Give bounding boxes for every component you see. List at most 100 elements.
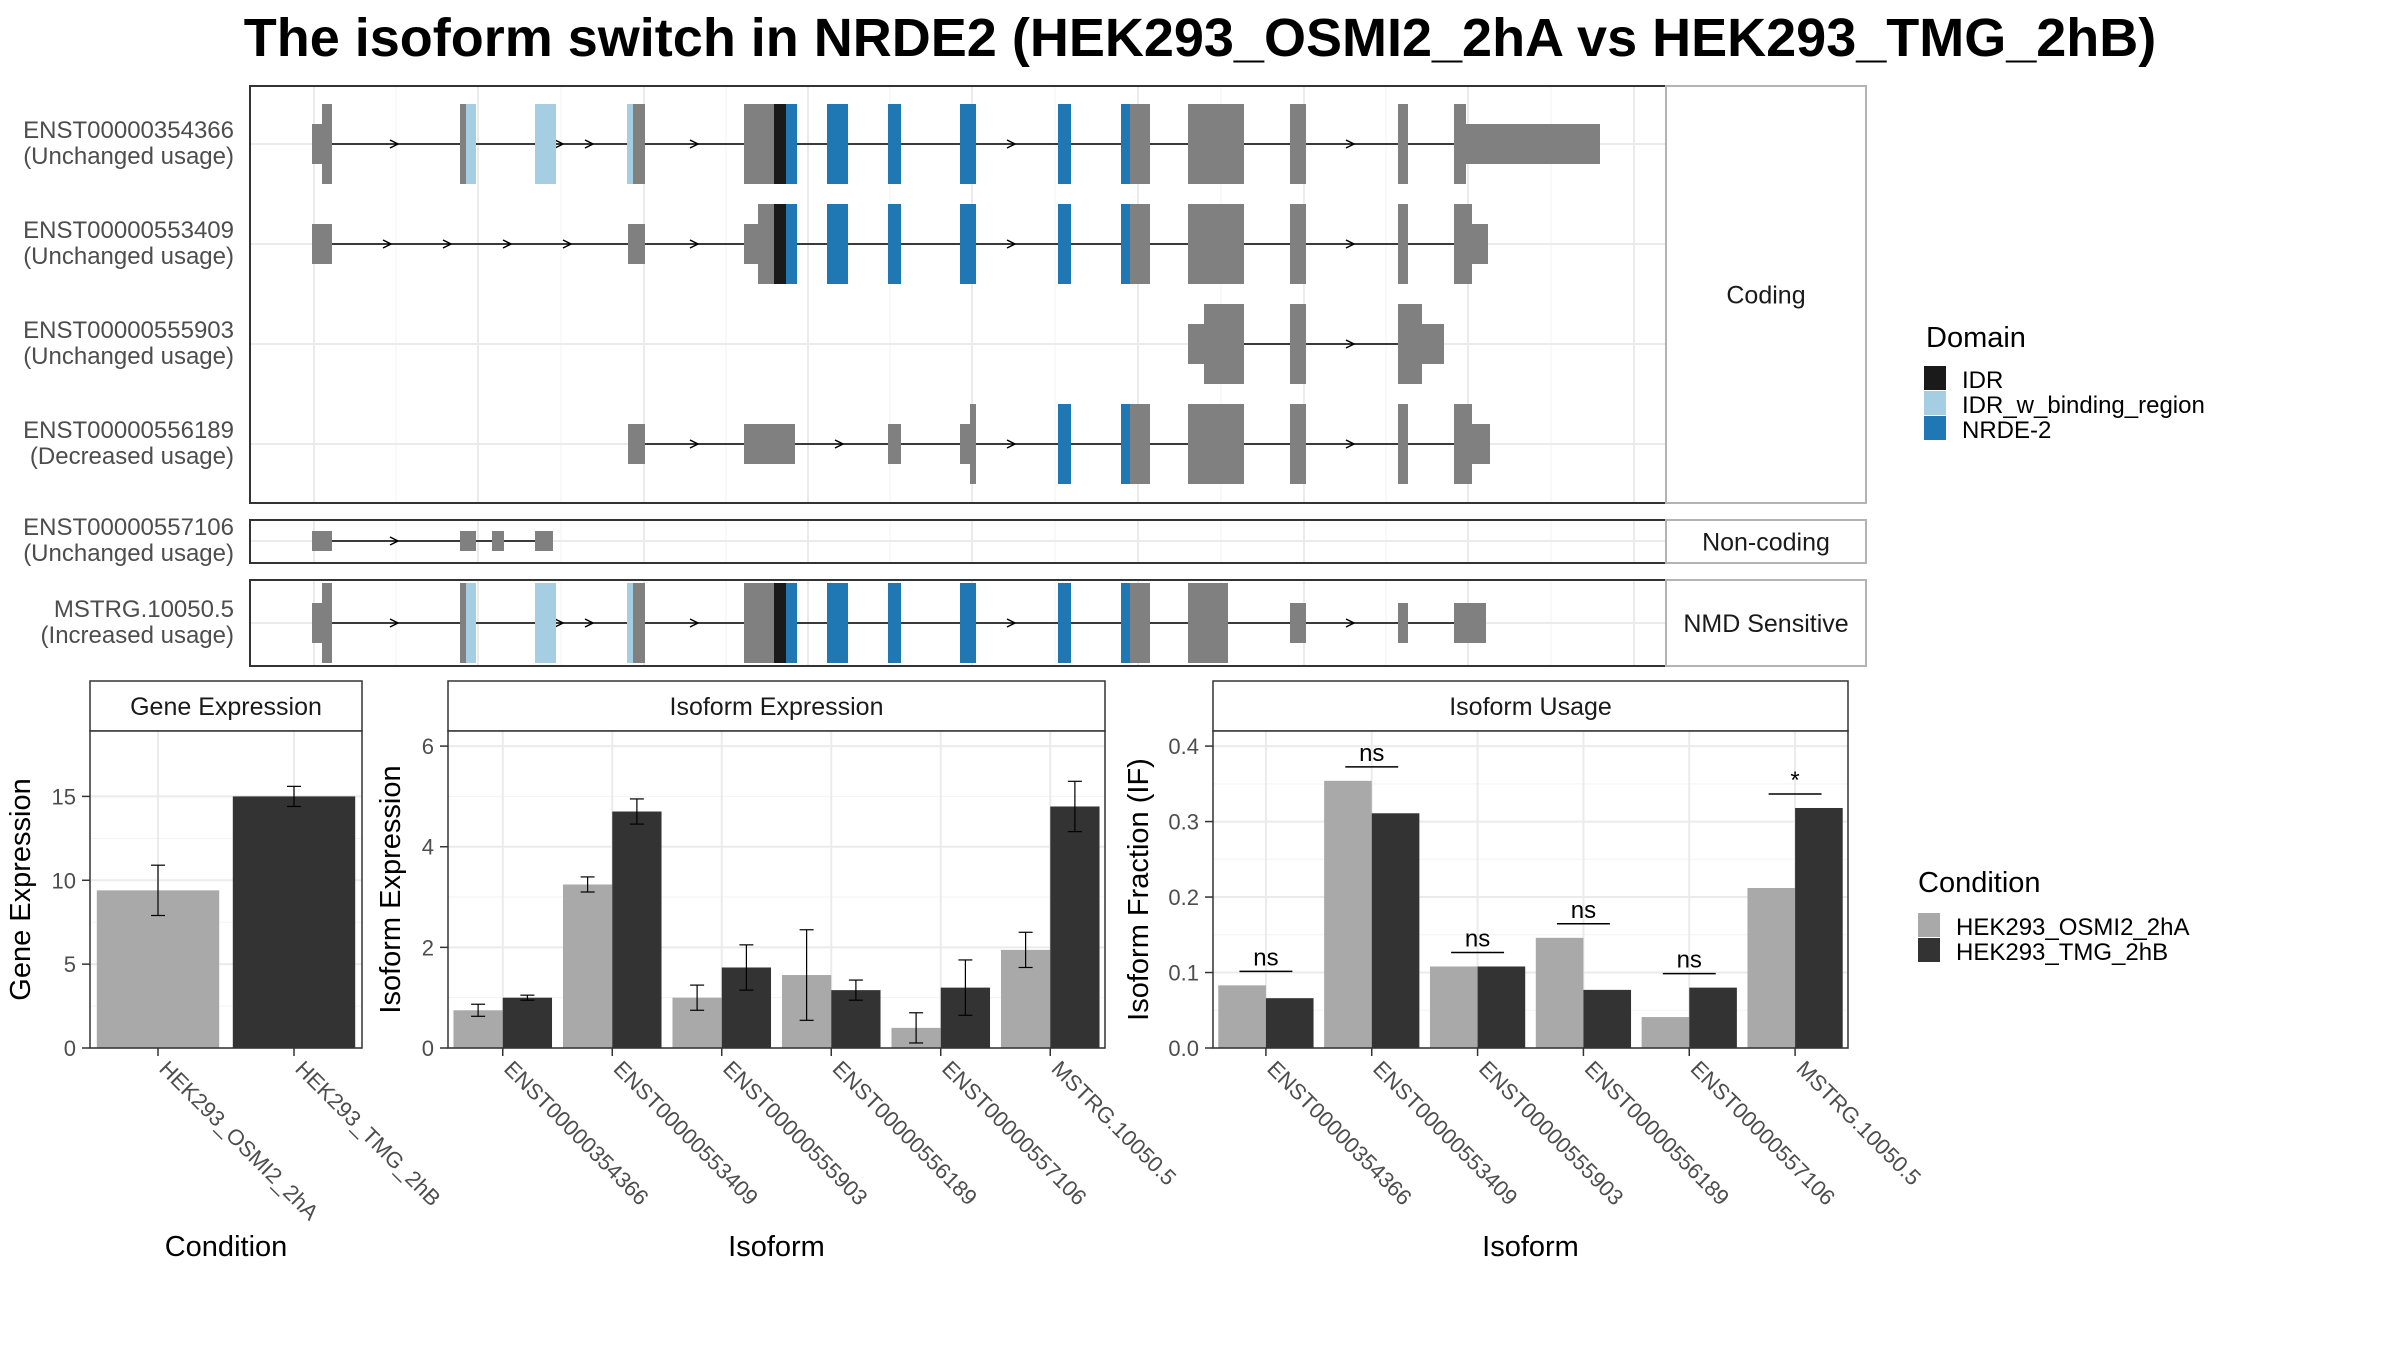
exon [786,583,797,663]
exon [1121,204,1130,284]
bar [1583,989,1632,1048]
condition-legend-title: Condition [1918,867,2041,899]
legend-swatch-nrde2 [1924,416,1946,440]
strand-arrow [1006,439,1017,449]
exon [1290,304,1306,384]
significance-label: ns [1359,740,1384,767]
y-tick-label: 0.1 [1168,961,1199,986]
exon [535,104,556,184]
strand-arrow [689,139,700,149]
transcript-id-label: ENST00000354366 [23,117,234,144]
y-tick-label: 15 [52,784,76,809]
strand-arrow [689,239,700,249]
legend-label-idr-w-binding-region: IDR_w_binding_region [1962,392,2205,419]
exon [535,583,556,663]
bar [232,796,356,1048]
exon [1466,124,1600,164]
chart-panel-border [1212,730,1849,1049]
facet-strip [1665,85,1867,504]
exon [1290,204,1306,284]
exon [960,104,976,184]
bar [612,811,662,1048]
exon [1398,104,1408,184]
exon [322,104,332,184]
exon [774,204,786,284]
strand-arrow [1006,139,1017,149]
strand-arrow [382,239,393,249]
transcript-usage-label: (Unchanged usage) [23,343,234,370]
exon [633,583,645,663]
x-axis-title: Isoform [728,1231,825,1263]
exon [1470,424,1490,464]
exon [1058,404,1071,484]
y-tick-label: 0 [422,1036,434,1061]
exon [627,104,633,184]
exon [466,583,476,663]
bar [1324,780,1372,1048]
exon [888,204,901,284]
exon [1454,104,1466,184]
strand-arrow [1345,239,1356,249]
legend-label-idr: IDR [1962,367,2003,394]
isoform-usage-chart: Isoform Usage0.00.10.20.30.4nsENST000003… [1123,680,1926,1263]
facet-strip [1665,579,1867,667]
facet-strip-label: Coding [1726,282,1805,310]
significance-label: ns [1465,925,1490,952]
exon [628,224,645,264]
exon [744,104,774,184]
exon [960,204,976,284]
exon [1420,324,1444,364]
exon [312,531,332,551]
exon [758,204,774,284]
exon [786,104,797,184]
strand-arrow [689,618,700,628]
strand-arrow [1345,618,1356,628]
bar [1535,937,1584,1048]
legend-swatch-tmg [1918,938,1940,962]
chart-title: Isoform Usage [1449,693,1612,721]
transcript-id-label: ENST00000553409 [23,217,234,244]
y-tick-label: 0 [64,1036,76,1061]
exon [1290,404,1306,484]
legend-swatch-idr [1924,366,1946,390]
transcript-id-label: MSTRG.10050.5 [54,596,234,623]
exon [786,204,797,284]
strand-arrow [562,239,573,249]
figure-title: The isoform switch in NRDE2 (HEK293_OSMI… [244,8,2157,68]
x-tick-label: HEK293_TMG_2hB [290,1056,445,1211]
significance-label: * [1790,767,1799,794]
exon [1058,583,1071,663]
x-axis-title: Isoform [1482,1231,1579,1263]
condition-legend: Condition HEK293_OSMI2_2hA HEK293_TMG_2h… [1918,867,2189,966]
transcript-usage-label: (Decreased usage) [30,443,234,470]
domain-legend: Domain IDR IDR_w_binding_region NRDE-2 [1924,322,2205,444]
exon [628,424,645,464]
y-axis-title: Isoform Fraction (IF) [1123,758,1155,1021]
y-axis-title: Isoform Expression [375,765,407,1013]
transcript-structure-plot: Coding Non-coding NMD Sensitive ENST0000035… [23,85,1867,667]
bar [502,997,553,1048]
facet-strip [1665,519,1867,564]
chart-title: Gene Expression [130,693,322,721]
exon [1454,603,1486,643]
exon [888,104,901,184]
bar [1429,966,1478,1048]
chart-panel-border [89,730,363,1049]
strand-arrow [584,139,595,149]
exon [827,104,848,184]
legend-swatch-idr-w-binding-region [1924,391,1946,415]
strand-arrow [584,618,595,628]
transcript-id-label: ENST00000555903 [23,317,234,344]
facet-strip-label: NMD Sensitive [1683,610,1848,638]
y-tick-label: 5 [64,952,76,977]
strand-arrow [554,618,565,628]
bar [1371,813,1420,1048]
exon [322,583,332,663]
bar [1795,807,1843,1048]
exon [744,583,774,663]
y-tick-label: 2 [422,935,434,960]
exon [1398,603,1408,643]
exon [492,531,504,551]
exon [970,404,976,484]
